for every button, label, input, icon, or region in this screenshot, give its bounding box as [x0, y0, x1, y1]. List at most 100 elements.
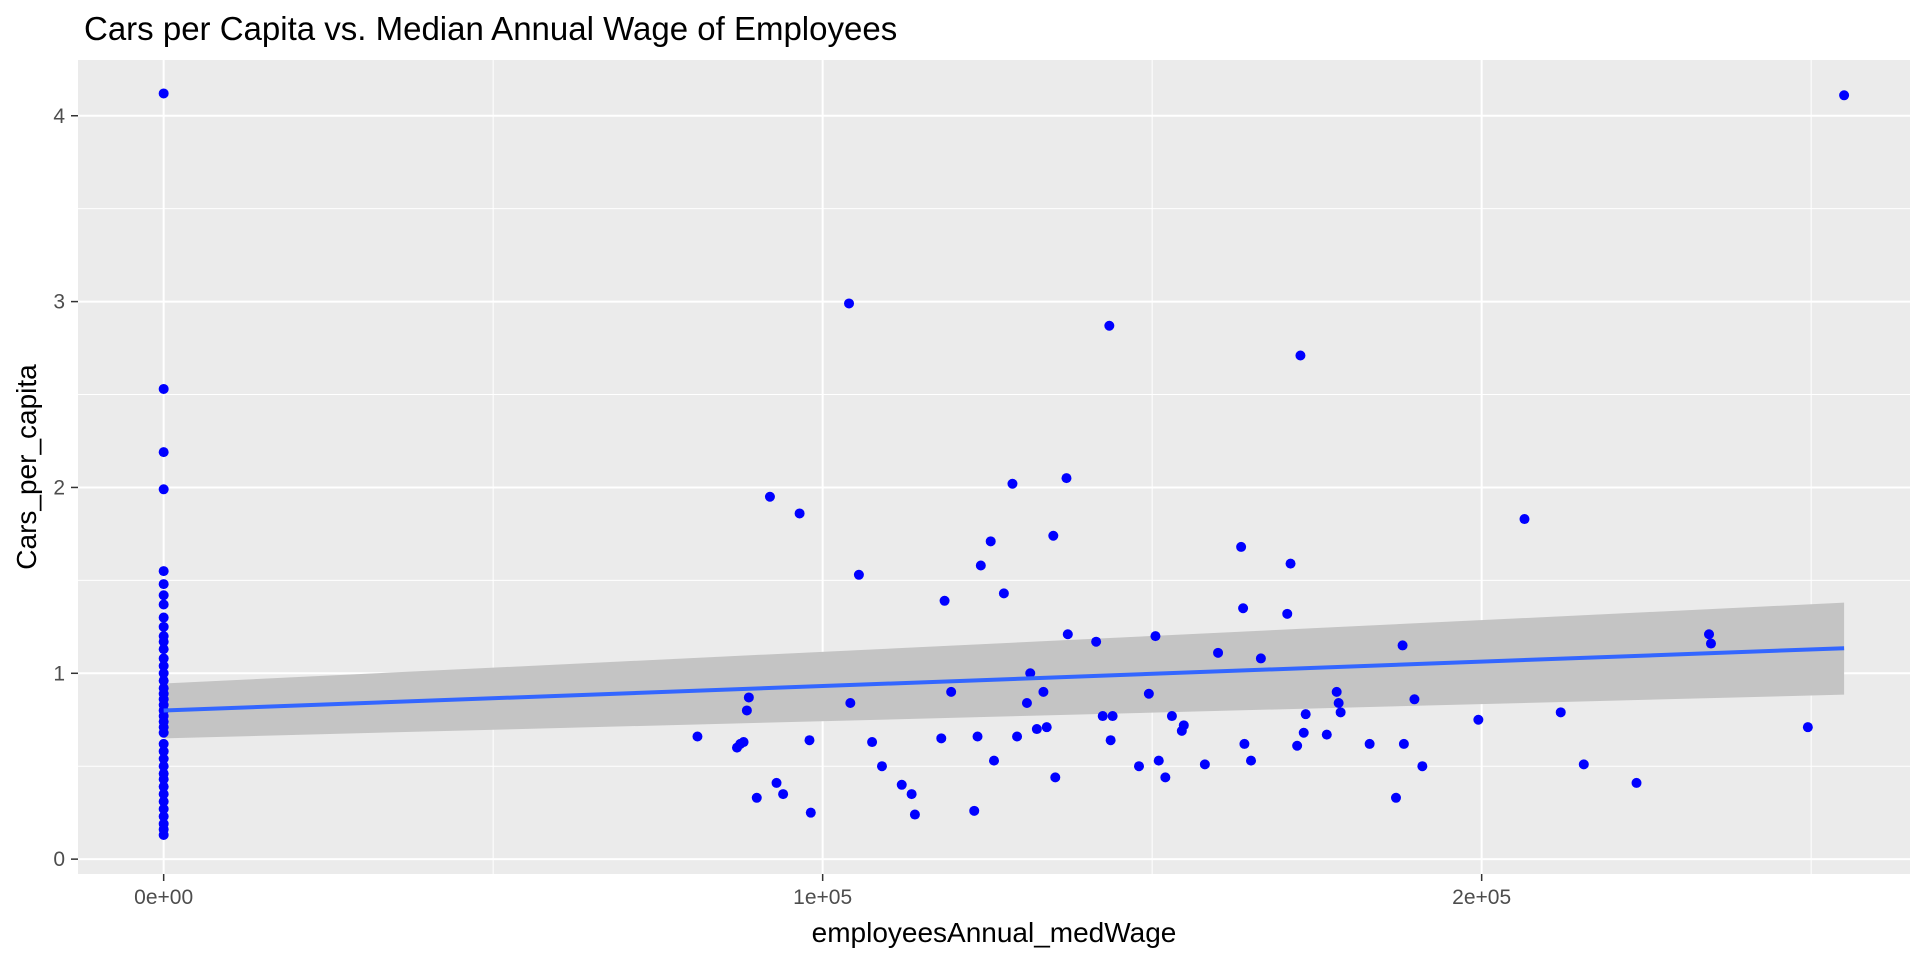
data-point	[1143, 688, 1154, 699]
data-point	[1335, 707, 1346, 718]
data-point	[158, 579, 169, 590]
data-point	[985, 536, 996, 547]
trend-line	[163, 646, 1845, 713]
data-point	[158, 612, 169, 623]
data-point	[1160, 772, 1171, 783]
data-point	[876, 761, 887, 772]
data-point	[158, 668, 169, 679]
data-point	[1292, 740, 1303, 751]
data-point	[1333, 698, 1344, 709]
data-point	[771, 777, 782, 788]
data-point	[1238, 603, 1249, 614]
data-point	[1038, 686, 1049, 697]
data-point	[1321, 729, 1332, 740]
data-point	[158, 774, 169, 785]
data-point	[1150, 631, 1161, 642]
data-point	[1012, 731, 1023, 742]
data-point	[975, 560, 986, 571]
data-point	[939, 595, 950, 606]
data-point	[936, 733, 947, 744]
data-point	[158, 803, 169, 814]
data-point	[1705, 638, 1716, 649]
data-point	[1704, 629, 1715, 640]
data-point	[1364, 738, 1375, 749]
data-point	[1417, 761, 1428, 772]
data-point	[158, 746, 169, 757]
data-point	[738, 737, 749, 748]
data-point	[805, 807, 816, 818]
data-point	[896, 779, 907, 790]
data-point	[794, 508, 805, 519]
data-point	[1295, 350, 1306, 361]
data-point	[158, 761, 169, 772]
data-point	[158, 566, 169, 577]
data-point	[158, 727, 169, 738]
y-tick-label: 3	[53, 291, 65, 314]
data-point	[844, 298, 855, 309]
data-point	[158, 738, 169, 749]
data-point	[1105, 735, 1116, 746]
y-tick-label: 0	[53, 848, 65, 871]
y-tick-label: 1	[53, 662, 65, 685]
data-point	[989, 755, 999, 766]
data-point	[1031, 724, 1042, 735]
plot-panel	[78, 60, 1910, 874]
data-point	[741, 705, 752, 716]
data-point	[158, 789, 169, 800]
data-point	[1555, 707, 1566, 718]
data-point	[1236, 541, 1247, 552]
y-tick-label: 4	[53, 105, 65, 128]
data-point	[909, 809, 920, 820]
axis-ticks	[71, 115, 1483, 881]
data-point	[1839, 90, 1850, 101]
data-point	[906, 789, 917, 800]
x-axis-tick-labels: 0e+00 1e+05 2e+05	[134, 886, 1511, 909]
data-point	[1061, 473, 1072, 484]
data-point	[1021, 698, 1032, 709]
data-point	[1397, 640, 1408, 651]
x-tick-label: 2e+05	[1452, 886, 1511, 909]
data-point	[158, 781, 169, 792]
trend-line-layer	[163, 646, 1845, 713]
data-point	[1153, 755, 1164, 766]
data-point	[1300, 709, 1311, 720]
minor-grid	[78, 60, 1910, 874]
data-point	[692, 731, 703, 742]
data-point	[1213, 647, 1224, 658]
data-point	[1166, 711, 1177, 722]
data-point	[751, 792, 762, 803]
data-point	[1133, 761, 1144, 772]
data-point	[1473, 714, 1484, 725]
y-tick-label: 2	[53, 476, 65, 499]
data-point	[158, 644, 169, 655]
data-point	[1409, 694, 1420, 705]
data-point	[1178, 720, 1189, 731]
data-point	[158, 796, 169, 807]
x-axis-title: employeesAnnual_medWage	[812, 917, 1177, 948]
data-point	[764, 491, 775, 502]
data-point	[969, 805, 980, 816]
data-point	[1802, 722, 1813, 733]
data-point	[853, 569, 864, 580]
confidence-band-layer	[163, 602, 1845, 739]
confidence-band	[163, 602, 1845, 739]
data-point	[1255, 653, 1266, 664]
data-point	[1104, 320, 1115, 331]
data-point	[158, 753, 169, 764]
data-point	[1091, 636, 1102, 647]
data-point	[998, 588, 1009, 599]
data-point	[158, 829, 169, 840]
data-point	[158, 590, 169, 601]
points-layer	[158, 88, 1850, 840]
data-point	[158, 621, 169, 632]
data-point	[158, 653, 169, 664]
data-point	[804, 735, 815, 746]
data-point	[778, 789, 789, 800]
y-axis-title: Cars_per_capita	[11, 364, 42, 570]
data-point	[1282, 608, 1293, 619]
data-point	[1398, 738, 1409, 749]
data-point	[1025, 668, 1036, 679]
data-point	[845, 698, 856, 709]
data-point	[1050, 772, 1061, 783]
